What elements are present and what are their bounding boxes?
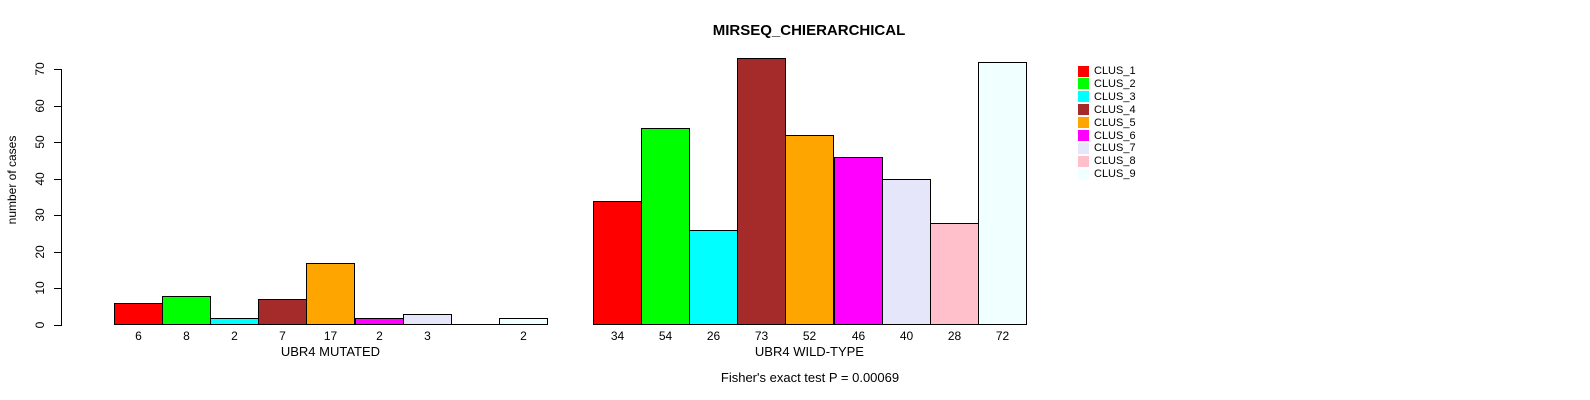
bar-value-label: 2 bbox=[376, 329, 383, 343]
y-axis-tick bbox=[54, 215, 61, 216]
legend-label: CLUS_6 bbox=[1094, 129, 1136, 142]
bar-clus_5 bbox=[306, 263, 355, 325]
legend-swatch-clus_3 bbox=[1078, 91, 1089, 103]
bar-clus_4 bbox=[737, 58, 786, 325]
bar-value-label: 17 bbox=[323, 329, 338, 343]
bar-clus_7 bbox=[882, 179, 931, 325]
bar-value-label: 7 bbox=[279, 329, 286, 343]
bar-clus_9 bbox=[499, 318, 548, 325]
legend-label: CLUS_3 bbox=[1094, 90, 1136, 103]
bar-value-label: 2 bbox=[520, 329, 527, 343]
x-axis-group-label: UBR4 WILD-TYPE bbox=[754, 344, 864, 359]
legend-label: CLUS_5 bbox=[1094, 116, 1136, 129]
legend-label: CLUS_9 bbox=[1094, 168, 1136, 181]
bar-value-label: 3 bbox=[424, 329, 431, 343]
bar-clus_2 bbox=[641, 128, 690, 325]
y-axis-tick bbox=[54, 106, 61, 107]
bar-value-label: 34 bbox=[610, 329, 625, 343]
bar-value-label: 54 bbox=[658, 329, 673, 343]
y-axis-tick bbox=[54, 179, 61, 180]
x-axis-group-label: UBR4 MUTATED bbox=[280, 344, 381, 359]
legend-swatch-clus_2 bbox=[1078, 78, 1089, 90]
bar-clus_2 bbox=[162, 296, 211, 325]
bar-value-label: 46 bbox=[851, 329, 866, 343]
legend-swatch-clus_8 bbox=[1078, 155, 1089, 167]
bar-value-label: 6 bbox=[135, 329, 142, 343]
legend-swatch-clus_5 bbox=[1078, 117, 1089, 129]
y-axis-tick bbox=[54, 69, 61, 70]
bar-value-label: 26 bbox=[706, 329, 721, 343]
bar-value-label: 28 bbox=[947, 329, 962, 343]
legend-swatch-clus_6 bbox=[1078, 130, 1089, 141]
legend-label: CLUS_7 bbox=[1094, 142, 1136, 155]
legend-label: CLUS_2 bbox=[1094, 77, 1136, 90]
legend-label: CLUS_8 bbox=[1094, 155, 1136, 168]
legend-swatch-clus_4 bbox=[1078, 104, 1089, 116]
legend-label: CLUS_4 bbox=[1094, 103, 1136, 116]
y-axis-tick bbox=[54, 142, 61, 143]
footnote-text: Fisher's exact test P = 0.00069 bbox=[720, 370, 900, 385]
chart-title: MIRSEQ_CHIERARCHICAL bbox=[712, 22, 906, 39]
bar-clus_5 bbox=[785, 135, 834, 325]
bar-clus_9 bbox=[978, 62, 1027, 325]
legend-swatch-clus_1 bbox=[1078, 65, 1089, 77]
y-axis-tick bbox=[54, 325, 61, 326]
bar-clus_6 bbox=[834, 157, 883, 325]
bar-clus_3 bbox=[689, 230, 738, 325]
bar-value-label: 52 bbox=[802, 329, 817, 343]
bar-value-label: 8 bbox=[183, 329, 190, 343]
y-axis-tick bbox=[54, 288, 61, 289]
bar-value-label: 72 bbox=[995, 329, 1010, 343]
bar-value-label: 40 bbox=[899, 329, 914, 343]
bar-clus_7 bbox=[403, 314, 452, 325]
bar-clus_1 bbox=[593, 201, 642, 325]
y-axis-tick bbox=[54, 252, 61, 253]
bar-value-label: 73 bbox=[754, 329, 769, 343]
legend-swatch-clus_7 bbox=[1078, 142, 1089, 154]
bar-value-label: 2 bbox=[231, 329, 238, 343]
y-axis-line bbox=[61, 69, 62, 326]
legend-label: CLUS_1 bbox=[1094, 65, 1136, 77]
bar-zero-clus_8 bbox=[451, 324, 500, 325]
legend-swatch-clus_9 bbox=[1078, 168, 1089, 180]
bar-clus_8 bbox=[930, 223, 979, 325]
